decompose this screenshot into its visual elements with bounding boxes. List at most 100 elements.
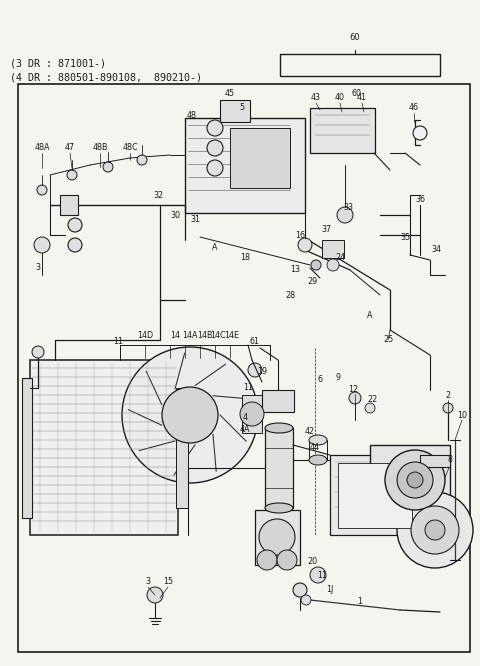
Bar xyxy=(255,510,300,565)
Circle shape xyxy=(298,238,312,252)
Bar xyxy=(338,463,412,528)
Text: 10: 10 xyxy=(457,410,467,420)
Text: A: A xyxy=(212,244,218,252)
Circle shape xyxy=(248,363,262,377)
Text: (4 DR : 880501-890108,  890210-): (4 DR : 880501-890108, 890210-) xyxy=(10,72,202,82)
Text: 24: 24 xyxy=(335,254,345,262)
Text: 11: 11 xyxy=(113,338,123,346)
Circle shape xyxy=(443,403,453,413)
Text: 43: 43 xyxy=(311,93,321,103)
Bar xyxy=(60,195,78,215)
Text: 14D: 14D xyxy=(137,330,153,340)
Bar xyxy=(18,84,470,652)
Text: 4A: 4A xyxy=(240,426,250,434)
Bar xyxy=(370,445,450,515)
Circle shape xyxy=(423,60,433,70)
Text: 41: 41 xyxy=(357,93,367,103)
Circle shape xyxy=(37,185,47,195)
Circle shape xyxy=(68,218,82,232)
Text: 46: 46 xyxy=(409,103,419,113)
Text: 48C: 48C xyxy=(122,143,138,153)
Text: 42: 42 xyxy=(305,428,315,436)
Bar xyxy=(330,455,420,535)
Text: 45: 45 xyxy=(225,89,235,97)
Circle shape xyxy=(68,238,82,252)
Circle shape xyxy=(162,387,218,443)
Circle shape xyxy=(327,259,339,271)
Text: 14B: 14B xyxy=(197,330,213,340)
Text: 19: 19 xyxy=(257,368,267,376)
Circle shape xyxy=(311,260,321,270)
Text: 48B: 48B xyxy=(92,143,108,153)
Text: 2: 2 xyxy=(445,390,451,400)
Circle shape xyxy=(240,402,264,426)
Text: 28: 28 xyxy=(285,290,295,300)
Circle shape xyxy=(207,160,223,176)
Text: 60: 60 xyxy=(351,89,361,97)
Text: 4: 4 xyxy=(242,414,248,422)
Text: 31: 31 xyxy=(190,216,200,224)
Text: 8: 8 xyxy=(447,456,453,464)
Ellipse shape xyxy=(309,455,327,465)
Circle shape xyxy=(207,140,223,156)
Circle shape xyxy=(207,120,223,136)
Circle shape xyxy=(277,550,297,570)
Text: 20: 20 xyxy=(307,557,317,567)
Text: 25: 25 xyxy=(383,336,393,344)
Circle shape xyxy=(349,392,361,404)
Circle shape xyxy=(122,347,258,483)
Circle shape xyxy=(310,567,326,583)
Circle shape xyxy=(103,162,113,172)
Bar xyxy=(322,240,344,258)
Bar xyxy=(310,108,375,153)
Circle shape xyxy=(257,550,277,570)
Text: 61: 61 xyxy=(250,338,260,346)
Circle shape xyxy=(407,472,423,488)
Circle shape xyxy=(413,126,427,140)
Text: 60: 60 xyxy=(350,33,360,42)
Text: 11: 11 xyxy=(243,384,253,392)
Text: 47: 47 xyxy=(65,143,75,153)
Circle shape xyxy=(411,506,459,554)
Text: 33: 33 xyxy=(343,204,353,212)
Text: 40: 40 xyxy=(335,93,345,103)
Text: 22: 22 xyxy=(367,396,377,404)
Text: 14: 14 xyxy=(170,330,180,340)
Text: 32: 32 xyxy=(153,190,163,200)
Circle shape xyxy=(137,155,147,165)
Text: 3: 3 xyxy=(145,577,151,587)
Text: 35: 35 xyxy=(400,234,410,242)
Text: 14C: 14C xyxy=(210,330,226,340)
Text: 6: 6 xyxy=(317,376,323,384)
Text: 9: 9 xyxy=(336,374,341,382)
Text: 13: 13 xyxy=(290,266,300,274)
Text: 48: 48 xyxy=(187,111,197,119)
Bar xyxy=(262,390,294,412)
Text: A: A xyxy=(367,310,373,320)
Circle shape xyxy=(289,58,303,72)
Circle shape xyxy=(293,583,307,597)
Text: 14A: 14A xyxy=(182,330,198,340)
Text: 18: 18 xyxy=(240,254,250,262)
Text: 30: 30 xyxy=(170,210,180,220)
Circle shape xyxy=(32,346,44,358)
Circle shape xyxy=(357,60,367,70)
Bar xyxy=(22,378,32,518)
Text: 5: 5 xyxy=(240,103,245,113)
Circle shape xyxy=(365,403,375,413)
Text: 29: 29 xyxy=(307,278,317,286)
Circle shape xyxy=(397,492,473,568)
Text: 1J: 1J xyxy=(326,585,334,595)
Text: 11: 11 xyxy=(317,571,327,579)
Bar xyxy=(230,128,290,188)
Circle shape xyxy=(337,207,353,223)
Circle shape xyxy=(425,520,445,540)
Text: 16: 16 xyxy=(295,230,305,240)
Text: 1: 1 xyxy=(358,597,362,607)
Bar xyxy=(265,428,293,508)
Ellipse shape xyxy=(265,423,293,433)
Text: 37: 37 xyxy=(321,226,331,234)
Circle shape xyxy=(401,60,411,70)
Circle shape xyxy=(333,58,347,72)
Circle shape xyxy=(397,462,433,498)
